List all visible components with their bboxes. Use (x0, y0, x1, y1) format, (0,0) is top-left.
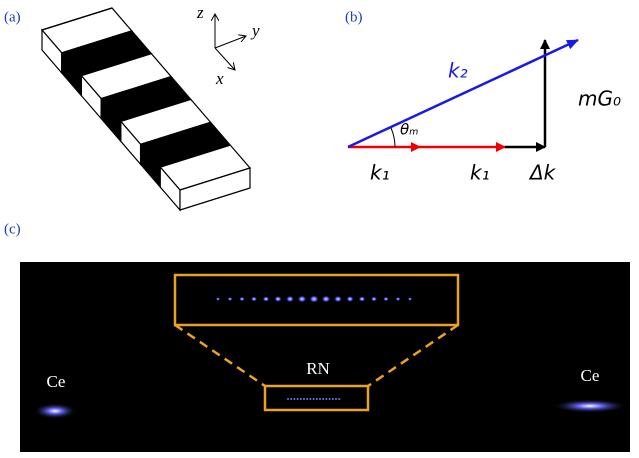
spot (309, 398, 312, 401)
spot (299, 398, 302, 401)
spot (296, 398, 299, 401)
spot (338, 398, 341, 401)
glow (33, 403, 77, 419)
region-label: RN (306, 359, 330, 378)
glow (552, 399, 628, 413)
axis-label: y (250, 21, 260, 40)
spot (358, 296, 365, 302)
spot (239, 297, 245, 302)
spot (408, 297, 412, 301)
spot (334, 296, 343, 303)
spot (306, 398, 309, 401)
vector-label: mG₀ (578, 87, 621, 111)
spot (251, 296, 258, 301)
figure: (a) z y x (b) k₂ θₘ k₁ k₁ Δk mG₀ (c) RN … (0, 0, 639, 458)
angle-label: θₘ (400, 121, 419, 139)
spot (315, 398, 318, 401)
spot (312, 398, 315, 401)
spot (318, 398, 321, 401)
spot (293, 398, 296, 401)
panel-label: (c) (4, 221, 21, 237)
spot (297, 295, 306, 302)
spot (346, 296, 354, 302)
vector-diagram (348, 40, 578, 147)
spot (321, 295, 330, 302)
vector-label: k₁ (370, 161, 390, 185)
spot (383, 297, 389, 302)
spot (286, 296, 295, 303)
spot (309, 295, 319, 303)
vector-label: k₁ (470, 161, 490, 185)
vector-label: Δk (528, 161, 557, 185)
region-label: Ce (581, 366, 600, 385)
spot (395, 297, 400, 301)
spot (334, 398, 337, 401)
grating-block (42, 8, 250, 210)
axes (215, 14, 246, 70)
spot (286, 398, 289, 401)
vector-label: k₂ (448, 59, 468, 83)
region-label: Ce (47, 372, 66, 391)
spot (227, 297, 232, 301)
spot (262, 296, 269, 302)
spot (371, 296, 378, 301)
axis-label: x (215, 69, 224, 88)
spot (322, 398, 325, 401)
spot (325, 398, 328, 401)
spot (328, 398, 331, 401)
spot (216, 297, 220, 301)
panel-label: (b) (345, 9, 363, 25)
image (20, 262, 630, 452)
spot (331, 398, 334, 401)
spot (290, 398, 293, 401)
spot (274, 296, 282, 302)
axis-label: z (196, 3, 204, 22)
spot (302, 398, 305, 401)
panel-label: (a) (4, 9, 21, 25)
